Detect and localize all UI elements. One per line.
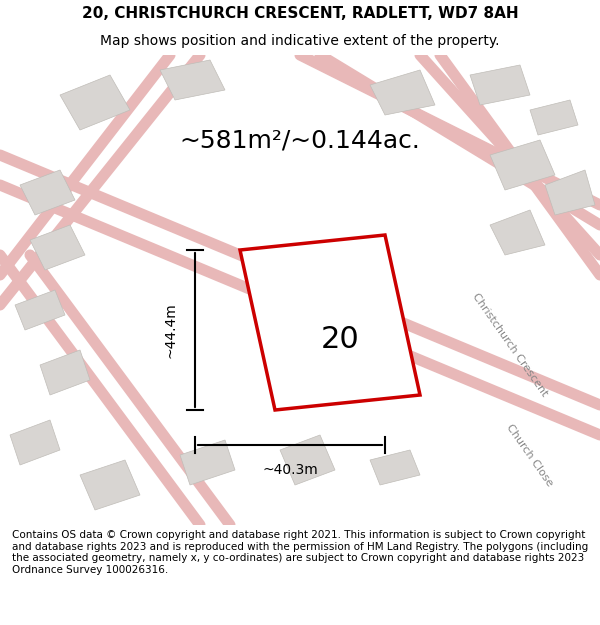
- Polygon shape: [20, 170, 75, 215]
- Text: ~44.4m: ~44.4m: [163, 302, 177, 358]
- Polygon shape: [280, 435, 335, 485]
- Text: ~581m²/~0.144ac.: ~581m²/~0.144ac.: [179, 128, 421, 152]
- Text: Christchurch Crescent: Christchurch Crescent: [470, 291, 550, 399]
- Polygon shape: [80, 460, 140, 510]
- Polygon shape: [30, 225, 85, 270]
- Polygon shape: [15, 290, 65, 330]
- Polygon shape: [40, 350, 90, 395]
- Polygon shape: [530, 100, 578, 135]
- Polygon shape: [240, 235, 420, 410]
- Polygon shape: [370, 450, 420, 485]
- Polygon shape: [490, 210, 545, 255]
- Polygon shape: [60, 75, 130, 130]
- Text: Map shows position and indicative extent of the property.: Map shows position and indicative extent…: [100, 34, 500, 48]
- Text: ~40.3m: ~40.3m: [262, 463, 318, 477]
- Text: 20: 20: [320, 326, 359, 354]
- Text: Contains OS data © Crown copyright and database right 2021. This information is : Contains OS data © Crown copyright and d…: [12, 530, 588, 575]
- Polygon shape: [370, 70, 435, 115]
- Text: 20, CHRISTCHURCH CRESCENT, RADLETT, WD7 8AH: 20, CHRISTCHURCH CRESCENT, RADLETT, WD7 …: [82, 6, 518, 21]
- Text: Church Close: Church Close: [505, 422, 555, 488]
- Polygon shape: [10, 420, 60, 465]
- Polygon shape: [180, 440, 235, 485]
- Polygon shape: [470, 65, 530, 105]
- Polygon shape: [160, 60, 225, 100]
- Polygon shape: [545, 170, 595, 215]
- Polygon shape: [490, 140, 555, 190]
